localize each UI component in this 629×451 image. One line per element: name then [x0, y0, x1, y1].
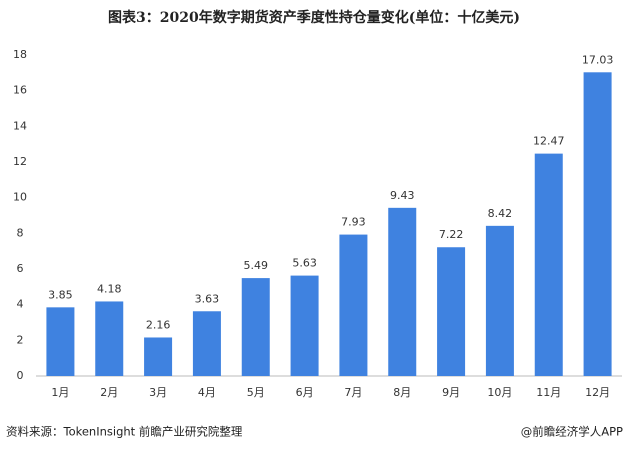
- value-label: 7.22: [439, 228, 464, 241]
- x-tick-label: 4月: [198, 386, 216, 399]
- x-tick-label: 12月: [585, 386, 610, 399]
- value-label: 12.47: [533, 135, 565, 148]
- value-label: 5.49: [244, 259, 269, 272]
- x-tick-label: 9月: [442, 386, 460, 399]
- x-tick-label: 2月: [100, 386, 118, 399]
- bar: [95, 301, 124, 376]
- value-label: 5.63: [292, 257, 317, 270]
- bar: [339, 234, 368, 376]
- x-tick-label: 10月: [487, 386, 512, 399]
- x-tick-label: 5月: [247, 386, 265, 399]
- bar: [144, 337, 173, 376]
- bar: [437, 247, 466, 376]
- y-tick-label: 0: [17, 369, 24, 382]
- bar: [534, 153, 563, 376]
- y-tick-label: 18: [13, 48, 27, 61]
- source-note: 资料来源：TokenInsight 前瞻产业研究院整理: [6, 425, 243, 439]
- brand-note: @前瞻经济学人APP: [521, 425, 623, 439]
- bar: [485, 225, 514, 376]
- y-tick-label: 4: [17, 298, 24, 311]
- bar: [46, 307, 75, 376]
- chart-title: 图表3：2020年数字期货资产季度性持仓量变化(单位：十亿美元): [108, 9, 520, 26]
- value-label: 3.85: [48, 288, 73, 301]
- y-tick-label: 12: [13, 155, 27, 168]
- y-tick-label: 10: [13, 191, 27, 204]
- value-label: 17.03: [582, 53, 614, 66]
- y-tick-label: 8: [17, 226, 24, 239]
- bar: [388, 207, 417, 376]
- value-label: 8.42: [488, 207, 513, 220]
- value-label: 9.43: [390, 189, 415, 202]
- y-tick-label: 6: [17, 262, 24, 275]
- x-tick-label: 11月: [536, 386, 561, 399]
- bar: [583, 72, 612, 376]
- bar: [192, 311, 221, 376]
- y-tick-label: 14: [13, 119, 27, 132]
- value-label: 7.93: [341, 216, 366, 229]
- x-tick-label: 3月: [149, 386, 167, 399]
- x-tick-label: 1月: [51, 386, 69, 399]
- y-tick-label: 2: [17, 333, 24, 346]
- x-tick-label: 6月: [296, 386, 314, 399]
- x-tick-label: 7月: [344, 386, 362, 399]
- value-label: 2.16: [146, 318, 171, 331]
- y-tick-label: 16: [13, 84, 27, 97]
- value-label: 4.18: [97, 282, 122, 295]
- x-tick-label: 8月: [393, 386, 411, 399]
- bar: [290, 275, 319, 376]
- value-label: 3.63: [195, 292, 220, 305]
- bar: [241, 278, 270, 376]
